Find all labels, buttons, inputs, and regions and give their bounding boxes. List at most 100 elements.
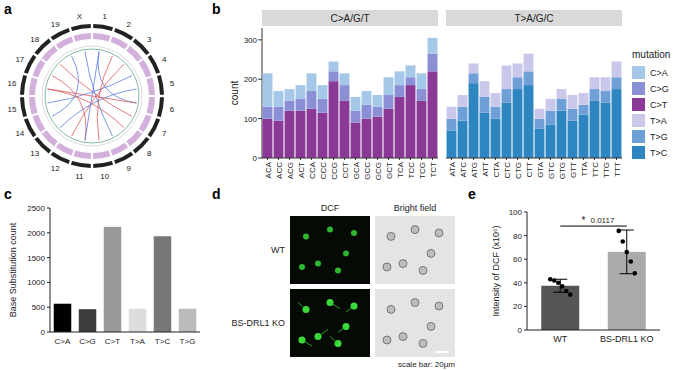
- link: [48, 89, 137, 103]
- bar: [612, 89, 622, 158]
- neurite: [318, 330, 328, 337]
- density-band: [35, 62, 43, 77]
- category-label: TTA: [580, 161, 589, 176]
- x-axis: [262, 158, 438, 159]
- panel-label: d: [212, 186, 221, 202]
- category-label: TTT: [613, 162, 622, 177]
- bar: [318, 113, 328, 158]
- bar: [274, 121, 284, 158]
- cell: [419, 339, 427, 347]
- category-label: CTG: [514, 162, 523, 179]
- bar: [362, 119, 372, 158]
- data-point: [568, 292, 573, 297]
- bar: [285, 89, 295, 101]
- category-label: CCA: [308, 161, 317, 179]
- density-band: [44, 48, 56, 60]
- category-label: GTG: [558, 162, 567, 179]
- density-band: [112, 39, 127, 47]
- bar: [54, 304, 72, 332]
- tick-label: 500: [32, 303, 46, 312]
- cell: [427, 322, 435, 330]
- category-label: GTT: [569, 162, 578, 178]
- scale-bar-label: scale bar: 20µm: [398, 360, 455, 369]
- data-point: [628, 259, 633, 264]
- bar: [296, 111, 306, 158]
- facet-strip: [262, 10, 438, 26]
- category-label: T>G: [180, 337, 196, 346]
- chromosome-band: [115, 30, 132, 39]
- bar: [274, 107, 284, 121]
- category-label: ATC: [459, 162, 468, 178]
- legend-swatch: [632, 130, 645, 143]
- x-axis: [446, 158, 622, 159]
- cell: [327, 227, 333, 233]
- bar: [502, 89, 512, 103]
- category-label: C>T: [105, 337, 120, 346]
- cell: [383, 336, 391, 344]
- category-label: TTG: [602, 162, 611, 178]
- chromosome-band: [26, 119, 35, 136]
- bar: [428, 38, 438, 54]
- data-point: [624, 250, 629, 255]
- cell: [411, 299, 419, 307]
- chromosome-band: [52, 153, 69, 162]
- category-label: ACA: [264, 161, 273, 178]
- bar: [384, 77, 394, 95]
- bar: [579, 93, 589, 105]
- cell: [315, 261, 321, 267]
- bar: [362, 105, 372, 119]
- chromosome-label: 14: [15, 129, 24, 138]
- density-band: [32, 78, 35, 94]
- bar: [285, 111, 295, 158]
- legend-label: C>A: [650, 68, 668, 78]
- bar: [480, 81, 490, 97]
- data-point: [556, 281, 561, 286]
- bar: [351, 97, 361, 111]
- bar: [340, 73, 350, 85]
- bar: [546, 125, 556, 158]
- cell: [351, 230, 357, 236]
- chromosome-band: [93, 26, 112, 29]
- bar: [469, 63, 479, 73]
- chromosome-label: 6: [170, 105, 175, 114]
- bar: [154, 236, 172, 332]
- cell: [399, 333, 407, 341]
- bar: [524, 85, 534, 158]
- neurite: [298, 302, 306, 309]
- bar: [104, 227, 122, 332]
- category-label: T>A: [130, 337, 146, 346]
- cell: [387, 305, 395, 313]
- bar: [307, 91, 317, 109]
- category-label: CTT: [525, 162, 534, 178]
- chromosome-band: [22, 97, 25, 116]
- chromosome-band: [22, 76, 25, 95]
- tick-label: 100: [244, 115, 258, 124]
- chromosome-band: [159, 76, 162, 95]
- category-label: ACC: [275, 162, 284, 179]
- category-label: GTC: [547, 162, 556, 179]
- bar: [568, 121, 578, 158]
- bar: [340, 85, 350, 101]
- bar: [373, 95, 383, 107]
- bar: [568, 95, 578, 109]
- bar: [417, 89, 427, 101]
- bar: [351, 123, 361, 158]
- bar: [79, 309, 97, 332]
- tick-label: 0: [253, 154, 258, 163]
- bar: [491, 119, 501, 158]
- category-label: ATG: [470, 162, 479, 178]
- bar: [502, 103, 512, 158]
- legend-label: C>G: [650, 84, 669, 94]
- tick-label: 0: [41, 328, 46, 337]
- bar: [480, 113, 490, 158]
- bar: [458, 107, 468, 121]
- bar: [524, 54, 534, 72]
- bar: [384, 95, 394, 109]
- cell: [303, 233, 309, 239]
- chromosome-band: [26, 56, 35, 73]
- bar: [557, 111, 567, 158]
- neurite: [330, 303, 340, 309]
- fluorescence-image: [290, 289, 370, 357]
- data-point: [552, 278, 557, 283]
- cell: [435, 302, 443, 310]
